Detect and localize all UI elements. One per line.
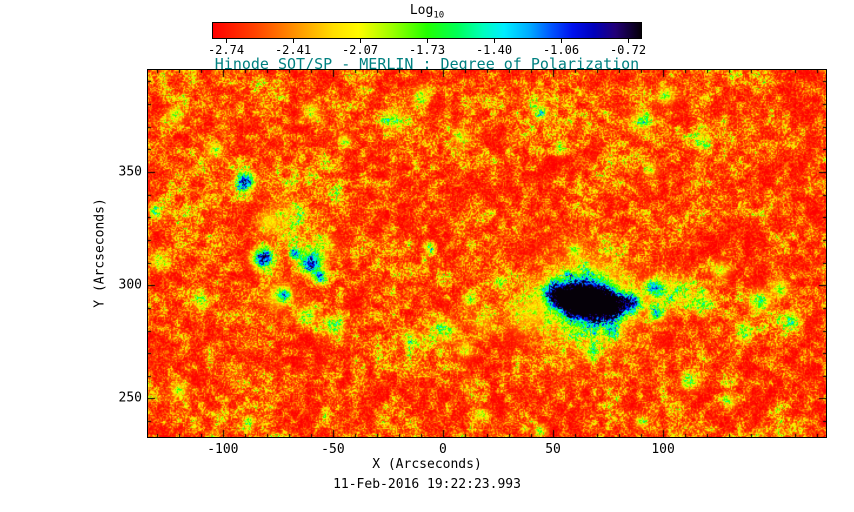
chart-title: Hinode SOT/SP - MERLIN : Degree of Polar…	[214, 55, 640, 73]
colorbar-tick-label: -0.72	[609, 43, 647, 57]
colorbar-tick-label: -2.74	[207, 43, 245, 57]
colorbar-tick-mark	[427, 39, 428, 43]
heatmap-canvas	[148, 70, 826, 437]
x-tick-label: -100	[207, 442, 239, 457]
colorbar-tick-mark	[494, 39, 495, 43]
x-tick-label: 0	[439, 442, 447, 457]
x-axis-label: X (Arcseconds)	[372, 457, 482, 472]
colorbar-tick-label: -1.06	[542, 43, 580, 57]
y-tick-label: 250	[118, 390, 142, 406]
y-tick-label: 350	[118, 164, 142, 180]
colorbar-tick-mark	[226, 39, 227, 43]
x-tick-label: 100	[651, 442, 675, 457]
colorbar-tick-label: -1.73	[408, 43, 446, 57]
colorbar-title-text: Log	[409, 3, 434, 18]
colorbar-tick-label: -1.40	[475, 43, 513, 57]
colorbar-title: Log10	[0, 3, 854, 21]
colorbar-tick-mark	[360, 39, 361, 43]
plot-frame	[147, 69, 827, 438]
colorbar-title-subscript: 10	[433, 10, 445, 21]
x-tick-label: 50	[545, 442, 561, 457]
colorbar-tick-label: -2.07	[341, 43, 379, 57]
colorbar-gradient	[213, 23, 641, 38]
colorbar-tick-mark	[628, 39, 629, 43]
colorbar-tick-label: -2.41	[274, 43, 312, 57]
x-tick-label: -50	[321, 442, 345, 457]
y-tick-label: 300	[118, 277, 142, 293]
colorbar-tick-mark	[561, 39, 562, 43]
colorbar	[212, 22, 642, 39]
colorbar-tick-mark	[293, 39, 294, 43]
timestamp-caption: 11-Feb-2016 19:22:23.993	[333, 477, 521, 492]
